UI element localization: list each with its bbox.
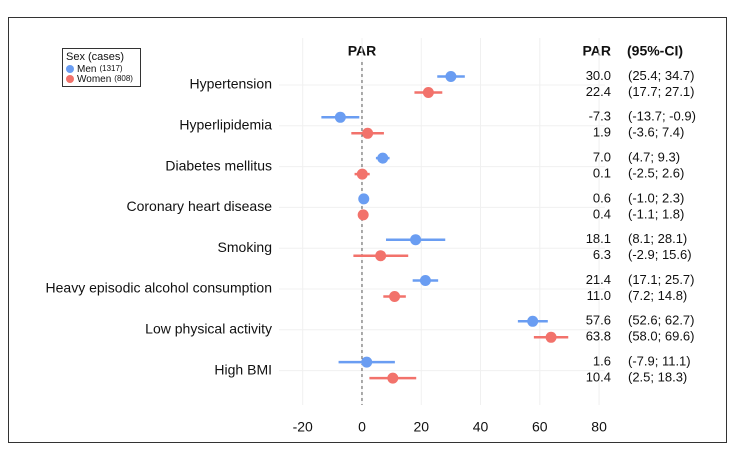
ci-label: (7.2; 14.8): [628, 288, 687, 303]
table-header: PAR: [582, 43, 611, 59]
table-header: (95%-CI): [627, 43, 683, 59]
legend-marker: [66, 75, 74, 83]
legend-name: Women: [77, 74, 111, 85]
legend-label: Women (808): [77, 74, 133, 85]
point: [419, 275, 431, 286]
value-label: 30.0: [586, 68, 611, 83]
point: [334, 111, 346, 123]
legend-title: Sex (cases): [66, 51, 124, 63]
legend-box: [62, 48, 141, 87]
ci-label: (-2.9; 15.6): [628, 247, 692, 262]
category-label: Low physical activity: [145, 321, 272, 337]
point: [356, 168, 368, 180]
ci-label: (-7.9; 11.1): [628, 354, 691, 369]
legend-cases: (1317): [99, 64, 122, 73]
x-tick-label: 60: [532, 419, 548, 435]
ci-label: (4.7; 9.3): [628, 150, 680, 165]
category-label: Smoking: [218, 239, 272, 255]
legend-name: Men: [77, 64, 96, 75]
category-label: Hyperlipidemia: [179, 117, 272, 133]
ci-label: (25.4; 34.7): [628, 68, 695, 83]
value-label: 7.0: [593, 150, 611, 165]
value-label: -7.3: [589, 109, 611, 124]
point: [410, 234, 422, 246]
point: [387, 372, 399, 384]
point: [527, 315, 539, 327]
point: [358, 193, 370, 205]
value-label: 6.3: [593, 247, 611, 262]
point: [545, 331, 557, 343]
category-label: Heavy episodic alcohol consumption: [46, 280, 272, 296]
ci-label: (-3.6; 7.4): [628, 125, 684, 140]
ci-label: (8.1; 28.1): [628, 231, 687, 246]
value-label: 0.6: [593, 190, 611, 205]
point: [389, 291, 401, 302]
x-tick-label: 80: [591, 419, 607, 435]
point: [357, 209, 369, 221]
category-label: Coronary heart disease: [126, 198, 272, 214]
x-tick-label: 20: [413, 419, 429, 435]
ci-label: (-1.1; 1.8): [628, 206, 684, 221]
point: [422, 87, 434, 98]
value-label: 0.4: [593, 206, 611, 221]
point: [445, 71, 457, 82]
category-label: High BMI: [214, 361, 272, 377]
legend-marker: [66, 65, 74, 73]
ci-label: (-13.7; -0.9): [628, 109, 696, 124]
legend-label: Men (1317): [77, 64, 123, 75]
ci-label: (58.0; 69.6): [628, 329, 695, 344]
x-tick-label: 40: [473, 419, 489, 435]
x-tick-label: -20: [293, 419, 313, 435]
value-label: 21.4: [586, 272, 611, 287]
point: [362, 127, 374, 139]
category-label: Hypertension: [190, 76, 273, 92]
value-label: 22.4: [586, 84, 611, 99]
ci-label: (17.1; 25.7): [628, 272, 695, 287]
ci-label: (-1.0; 2.3): [628, 190, 684, 205]
value-label: 10.4: [586, 370, 611, 385]
ci-label: (52.6; 62.7): [628, 313, 695, 328]
category-label: Diabetes mellitus: [165, 157, 272, 173]
ci-label: (2.5; 18.3): [628, 370, 687, 385]
ci-label: (-2.5; 2.6): [628, 166, 684, 181]
frame: [8, 17, 727, 443]
legend-cases: (808): [114, 74, 133, 83]
x-tick-label: 0: [358, 419, 366, 435]
value-label: 0.1: [593, 166, 611, 181]
value-label: 18.1: [586, 231, 611, 246]
point: [361, 356, 373, 368]
ci-label: (17.7; 27.1): [628, 84, 695, 99]
value-label: 1.9: [593, 125, 611, 140]
value-label: 57.6: [586, 313, 611, 328]
point: [375, 250, 387, 262]
value-label: 63.8: [586, 329, 611, 344]
point: [377, 152, 389, 164]
value-label: 11.0: [587, 288, 611, 303]
value-label: 1.6: [593, 354, 611, 369]
